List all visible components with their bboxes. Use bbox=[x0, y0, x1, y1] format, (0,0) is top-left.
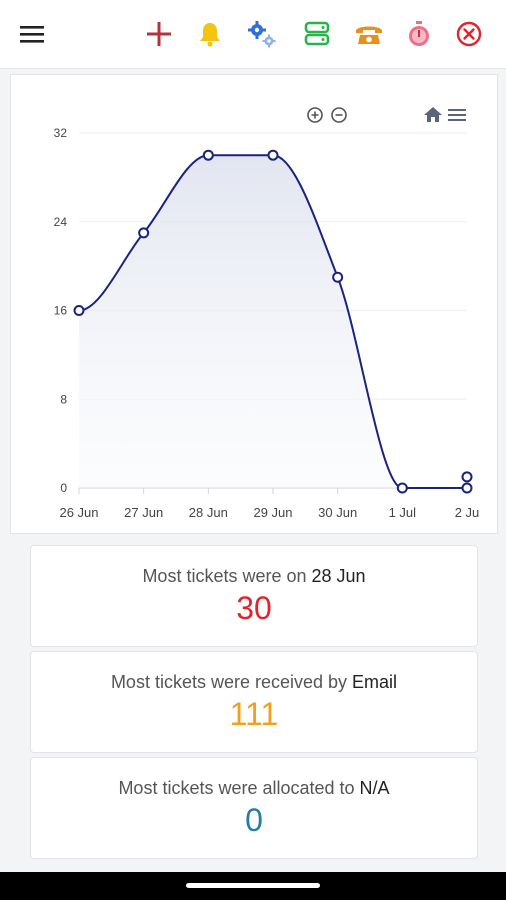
x-tick-label: 28 Jun bbox=[189, 505, 228, 520]
zoom-in-icon[interactable] bbox=[307, 107, 323, 123]
x-tick-label: 1 Jul bbox=[389, 505, 417, 520]
x-tick-label: 29 Jun bbox=[253, 505, 292, 520]
stat-value: 30 bbox=[236, 590, 272, 626]
server-icon[interactable] bbox=[301, 18, 333, 50]
y-tick-label: 0 bbox=[60, 481, 67, 495]
chart-card: 0 8 16 24 32 26 Jun 27 Jun 28 Jun 29 Jun 30 Jun 1… bbox=[10, 74, 498, 534]
y-tick-label: 8 bbox=[60, 392, 67, 406]
data-point[interactable] bbox=[73, 305, 85, 316]
stat-label: Most tickets were allocated to N/A bbox=[118, 778, 390, 798]
stat-value: 111 bbox=[229, 696, 279, 732]
bell-icon[interactable] bbox=[194, 18, 226, 50]
hamburger-icon[interactable] bbox=[448, 109, 466, 121]
data-point[interactable] bbox=[267, 149, 279, 161]
stopwatch-icon[interactable] bbox=[403, 18, 435, 50]
stat-card-most-allocated: Most tickets were allocated to N/A 0 bbox=[30, 757, 478, 859]
stat-label: Most tickets were on 28 Jun bbox=[142, 566, 366, 586]
data-point[interactable] bbox=[396, 482, 408, 494]
gears-icon[interactable] bbox=[246, 18, 278, 50]
zoom-out-icon[interactable] bbox=[331, 107, 347, 123]
x-tick-label: 26 Jun bbox=[59, 505, 98, 520]
stat-card-most-channel: Most tickets were received by Email 111 bbox=[30, 651, 478, 753]
y-tick-label: 32 bbox=[54, 126, 68, 140]
plus-icon[interactable] bbox=[143, 18, 175, 50]
data-point[interactable] bbox=[202, 149, 214, 161]
x-tick-label: 2 Ju bbox=[455, 505, 480, 520]
stat-value: 0 bbox=[245, 802, 263, 838]
data-point[interactable] bbox=[138, 227, 150, 239]
series-area bbox=[79, 155, 467, 488]
data-point[interactable] bbox=[461, 471, 473, 483]
tickets-chart: 0 8 16 24 32 26 Jun 27 Jun 28 Jun 29 Jun 30 Jun 1… bbox=[54, 107, 480, 520]
close-circle-icon[interactable] bbox=[453, 18, 485, 50]
stat-label: Most tickets were received by Email bbox=[110, 672, 398, 692]
x-tick-label: 27 Jun bbox=[124, 505, 163, 520]
phone-icon[interactable] bbox=[353, 18, 385, 50]
data-point[interactable] bbox=[461, 482, 473, 494]
stat-card-most-day: Most tickets were on 28 Jun 30 bbox=[30, 545, 478, 647]
menu-icon[interactable] bbox=[16, 18, 48, 50]
y-tick-label: 24 bbox=[54, 215, 68, 229]
y-tick-label: 16 bbox=[54, 304, 68, 318]
top-toolbar bbox=[0, 0, 506, 69]
home-icon[interactable] bbox=[424, 107, 442, 122]
data-point[interactable] bbox=[332, 271, 344, 283]
x-tick-label: 30 Jun bbox=[318, 505, 357, 520]
home-indicator[interactable] bbox=[186, 883, 320, 888]
